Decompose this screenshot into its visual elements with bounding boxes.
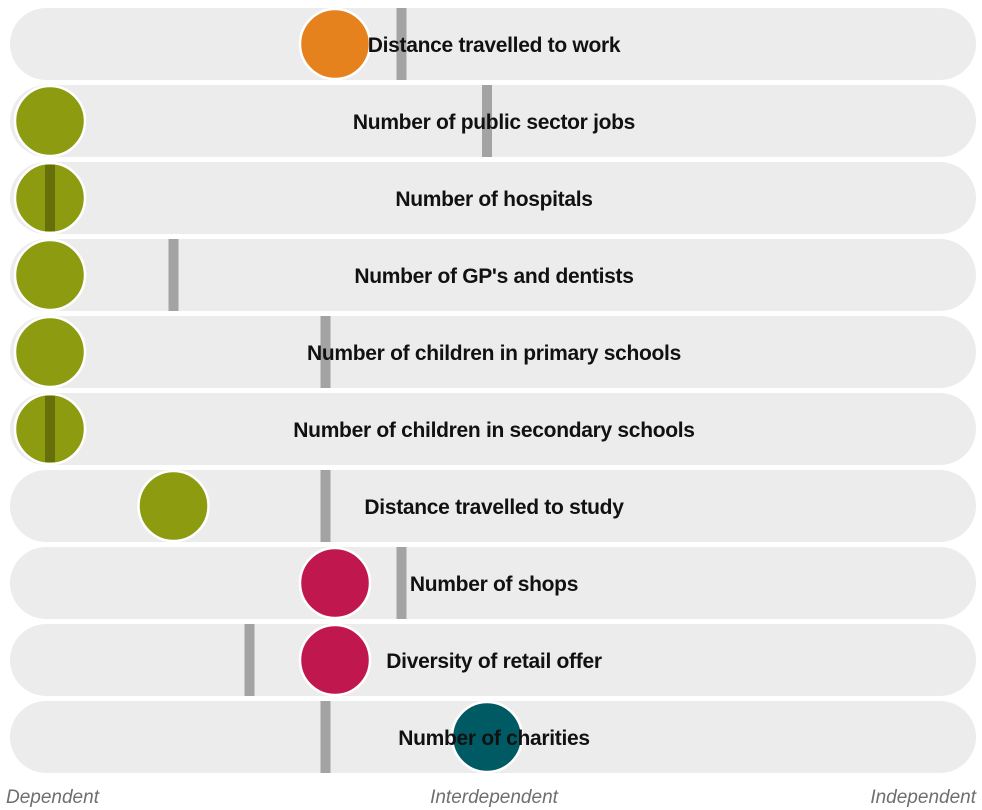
score-dot (298, 7, 372, 81)
score-dot (298, 546, 372, 620)
score-dot (298, 623, 372, 697)
benchmark-marker (45, 165, 55, 231)
score-dot (450, 700, 524, 774)
score-dot (13, 392, 87, 466)
row-track (10, 85, 976, 157)
axis-label-independent: Independent (870, 787, 976, 808)
axis-label-interdependent: Interdependent (430, 787, 559, 808)
row-label: Number of children in primary schools (307, 342, 681, 365)
score-dot (13, 238, 87, 312)
chart-row: Number of hospitals (10, 161, 976, 235)
chart-row: Diversity of retail offer (10, 623, 976, 697)
row-track (10, 239, 976, 311)
benchmark-marker (482, 85, 492, 157)
row-track (10, 393, 976, 465)
row-track (10, 547, 976, 619)
row-label: Diversity of retail offer (386, 650, 602, 673)
chart-row: Distance travelled to work (10, 7, 976, 81)
chart-row: Number of shops (10, 546, 976, 620)
score-dot (13, 315, 87, 389)
benchmark-marker (45, 396, 55, 462)
benchmark-marker (396, 8, 407, 80)
benchmark-marker (320, 470, 331, 542)
row-track (10, 316, 976, 388)
chart-row: Number of charities (10, 700, 976, 774)
row-label: Distance travelled to study (364, 496, 624, 519)
row-label: Number of charities (398, 727, 590, 750)
benchmark-marker (320, 316, 331, 388)
chart-row: Distance travelled to study (10, 469, 976, 543)
chart-row: Number of children in secondary schools (10, 392, 976, 466)
row-label: Number of shops (410, 573, 578, 596)
row-label: Number of hospitals (395, 188, 592, 211)
chart-row: Number of public sector jobs (10, 84, 976, 158)
benchmark-marker (396, 547, 407, 619)
score-dot (13, 161, 87, 235)
score-dot (137, 469, 210, 543)
rows-layer: Distance travelled to work Number of publ… (10, 7, 976, 774)
row-label: Number of public sector jobs (353, 111, 635, 134)
chart-row: Number of children in primary schools (10, 315, 976, 389)
score-dot (13, 84, 87, 158)
benchmark-marker (244, 624, 255, 696)
chart-row: Number of GP's and dentists (10, 238, 976, 312)
row-label: Distance travelled to work (368, 34, 621, 57)
row-track (10, 8, 976, 80)
row-track (10, 162, 976, 234)
benchmark-marker (168, 239, 179, 311)
benchmark-marker (320, 701, 331, 773)
row-track (10, 470, 976, 542)
row-label: Number of GP's and dentists (354, 265, 633, 288)
axis-label-dependent: Dependent (6, 787, 100, 808)
row-label: Number of children in secondary schools (293, 419, 694, 442)
